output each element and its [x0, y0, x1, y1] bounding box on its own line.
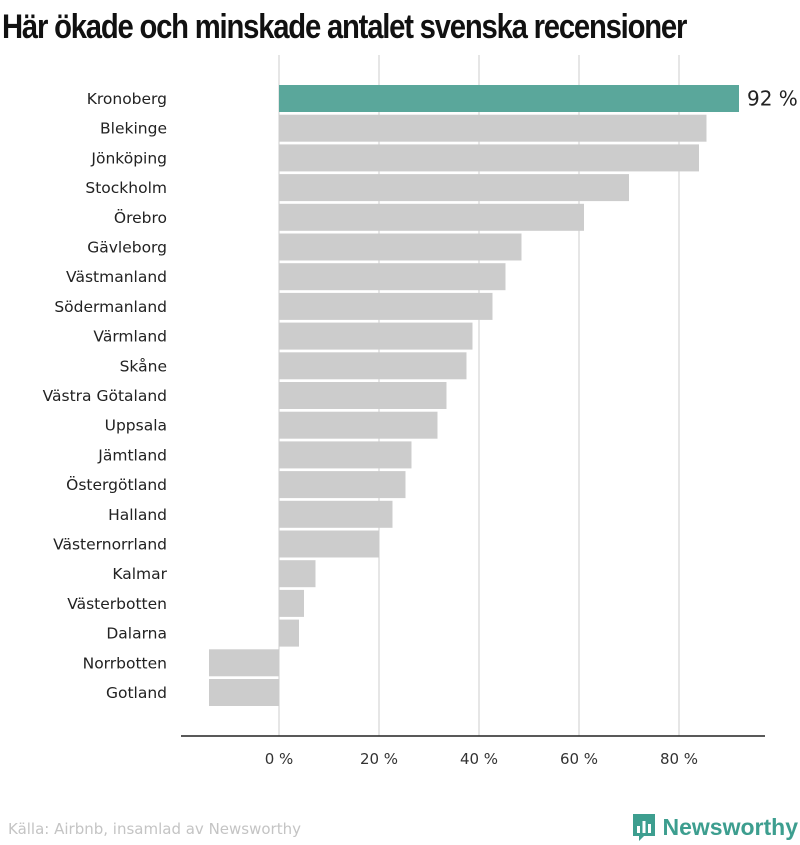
- bar-blekinge: [279, 114, 707, 142]
- category-label: Västra Götaland: [43, 387, 167, 405]
- brand-logo: Newsworthy: [631, 812, 798, 842]
- bar-västmanland: [279, 263, 506, 291]
- bar-södermanland: [279, 292, 493, 320]
- x-tick-label: 40 %: [460, 750, 498, 768]
- category-label: Värmland: [93, 328, 167, 346]
- category-label: Halland: [108, 506, 167, 524]
- source-note: Källa: Airbnb, insamlad av Newsworthy: [8, 820, 301, 838]
- x-tick-label: 60 %: [560, 750, 598, 768]
- bar-uppsala: [279, 411, 438, 439]
- category-label: Västerbotten: [67, 595, 167, 613]
- bar-västernorrland: [279, 530, 379, 558]
- bar-norrbotten: [209, 649, 279, 677]
- bar-kalmar: [279, 560, 316, 588]
- category-label: Norrbotten: [83, 654, 167, 672]
- bar-värmland: [279, 322, 473, 350]
- category-label: Örebro: [114, 208, 167, 227]
- category-label: Västernorrland: [53, 536, 167, 554]
- x-tick-label: 80 %: [660, 750, 698, 768]
- category-label: Kronoberg: [87, 90, 167, 108]
- category-label: Västmanland: [66, 268, 167, 286]
- bar-value-label: 92 %: [747, 87, 798, 111]
- category-label: Södermanland: [54, 298, 167, 316]
- bar-gävleborg: [279, 233, 522, 261]
- bar-västra-götaland: [279, 382, 447, 409]
- bar-östergötland: [279, 471, 406, 499]
- x-tick-label: 20 %: [360, 750, 398, 768]
- category-label: Gotland: [106, 684, 167, 702]
- category-label: Dalarna: [106, 625, 167, 643]
- brand-name: Newsworthy: [662, 813, 798, 840]
- bar-örebro: [279, 203, 584, 231]
- bar-jönköping: [279, 144, 699, 172]
- bar-chart: 0 % 20 % 40 % 60 % 80 % Kronoberg Blekinge Jönk…: [43, 55, 798, 768]
- category-label: Uppsala: [105, 417, 167, 435]
- bar-skåne: [279, 352, 467, 380]
- category-label: Skåne: [120, 357, 167, 375]
- newsworthy-logo-icon: [632, 814, 655, 841]
- category-label: Jämtland: [97, 446, 167, 464]
- category-label: Blekinge: [100, 120, 167, 138]
- bar-kronoberg: [279, 85, 739, 112]
- category-label: Gävleborg: [87, 239, 167, 257]
- category-label: Stockholm: [85, 179, 167, 197]
- category-label: Kalmar: [112, 565, 167, 583]
- bar-jämtland: [279, 441, 412, 469]
- bar-stockholm: [279, 174, 629, 202]
- category-label: Östergötland: [66, 475, 167, 494]
- bar-halland: [279, 500, 393, 528]
- category-label: Jönköping: [90, 149, 167, 167]
- bar-västerbotten: [279, 589, 304, 617]
- bar-gotland: [209, 679, 279, 706]
- bar-dalarna: [279, 619, 299, 647]
- x-tick-label: 0 %: [265, 750, 294, 768]
- chart-title: Här ökade och minskade antalet svenska r…: [2, 8, 687, 46]
